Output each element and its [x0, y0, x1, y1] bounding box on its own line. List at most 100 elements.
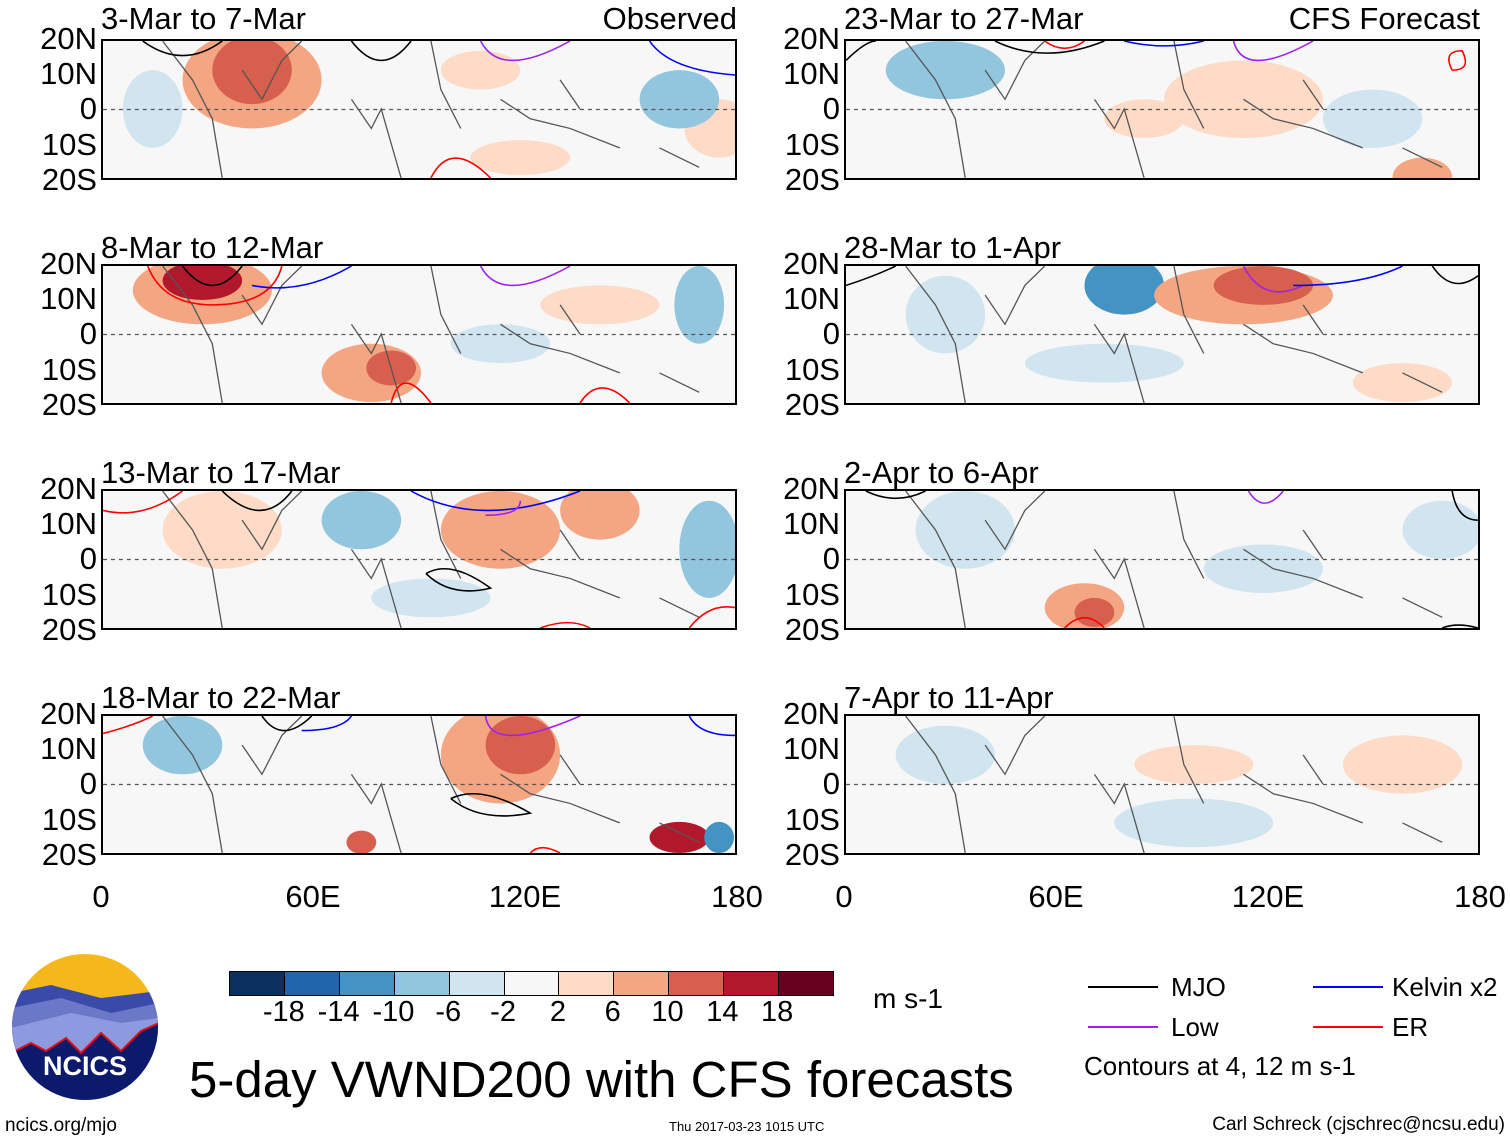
timestamp: Thu 2017-03-23 1015 UTC: [669, 1119, 825, 1134]
legend-line-er: [1313, 1026, 1383, 1028]
anomaly-shading: [212, 41, 292, 105]
y-tick-label: 20N: [783, 21, 840, 56]
y-tick-label: 10N: [783, 506, 840, 541]
source-url[interactable]: ncics.org/mjo: [5, 1115, 117, 1136]
y-tick-label: 20N: [40, 696, 97, 731]
legend-label-kelvin: Kelvin x2: [1392, 972, 1498, 1002]
x-tick-label: 0: [92, 879, 110, 914]
anomaly-shading: [440, 50, 521, 90]
contour-line: [221, 491, 293, 512]
y-tick-label: 0: [822, 316, 840, 351]
colorbar-label: 6: [604, 996, 621, 1028]
observed-label: Observed: [602, 1, 737, 36]
panel-title: 7-Apr to 11-Apr: [844, 680, 1054, 715]
contour-line: [1044, 41, 1085, 50]
contour-line: [484, 716, 581, 737]
y-tick-label: 10N: [40, 281, 97, 316]
panel-title: 3-Mar to 7-Mar: [101, 1, 306, 36]
anomaly-shading: [1084, 266, 1164, 315]
y-tick-label: 0: [822, 766, 840, 801]
y-tick-label: 20S: [784, 837, 840, 872]
anomaly-shading: [674, 266, 725, 344]
contour-line: [1242, 266, 1304, 293]
y-tick-label: 20S: [41, 162, 97, 197]
y-tick-label: 20S: [41, 612, 97, 647]
y-tick-label: 10S: [784, 802, 840, 837]
legend-line-low: [1088, 1026, 1158, 1028]
y-tick-label: 10N: [783, 731, 840, 766]
contour-line: [1448, 49, 1467, 71]
y-tick-label: 20S: [784, 612, 840, 647]
y-tick-label: 10N: [40, 56, 97, 91]
anomaly-shading: [1342, 735, 1463, 794]
anomaly-shading: [895, 725, 996, 785]
anomaly-shading: [649, 821, 710, 853]
contour-line: [479, 41, 571, 62]
contour-line: [1064, 617, 1105, 628]
coastline: [162, 41, 700, 178]
colorbar-label: 2: [549, 996, 566, 1028]
y-tick-label: 10S: [784, 352, 840, 387]
colorbar-swatch: [504, 972, 560, 995]
anomaly-shading: [704, 821, 735, 853]
anomaly-shading: [885, 41, 1005, 100]
y-tick-label: 10S: [784, 127, 840, 162]
contour-line: [1124, 41, 1204, 47]
anomaly-shading: [905, 275, 986, 354]
y-tick-label: 20N: [783, 471, 840, 506]
contour-note: Contours at 4, 12 m s-1: [1084, 1051, 1356, 1081]
coastline: [162, 491, 700, 628]
contour-line: [261, 716, 313, 732]
colorbar-swatch: [669, 972, 725, 995]
legend-line-mjo: [1088, 986, 1158, 988]
anomaly-shading: [1203, 544, 1323, 594]
legend-line-kelvin: [1313, 986, 1383, 988]
map-panel: [844, 714, 1480, 855]
y-tick-label: 20S: [784, 162, 840, 197]
y-tick-label: 10N: [40, 506, 97, 541]
contour-line: [103, 491, 183, 514]
panel-title: 23-Mar to 27-Mar: [844, 1, 1084, 36]
x-tick-label: 60E: [285, 879, 341, 914]
contour-line: [390, 382, 432, 403]
map-panel: [101, 489, 737, 630]
coastline: [905, 716, 1443, 853]
y-tick-label: 0: [822, 541, 840, 576]
anomaly-shading: [1104, 99, 1184, 139]
contour-line: [485, 500, 522, 517]
contour-line: [539, 621, 591, 628]
y-tick-label: 20N: [783, 246, 840, 281]
x-tick-label: 180: [1454, 879, 1506, 914]
anomaly-shading: [679, 500, 735, 598]
colorbar-label: 14: [706, 996, 739, 1028]
legend-label-er: ER: [1392, 1012, 1429, 1042]
coastline: [905, 266, 1443, 403]
contour-line: [529, 846, 561, 853]
y-tick-label: 20N: [40, 246, 97, 281]
map-panel: [101, 714, 737, 855]
panel-title: 2-Apr to 6-Apr: [844, 455, 1039, 490]
contour-line: [430, 157, 492, 178]
contour-line: [688, 716, 735, 737]
map-panel: [844, 39, 1480, 180]
panel-title: 8-Mar to 12-Mar: [101, 230, 324, 265]
colorbar: [229, 971, 834, 996]
anomaly-shading: [560, 491, 640, 540]
anomaly-shading: [470, 140, 571, 176]
coastline: [905, 491, 1443, 628]
y-tick-label: 10N: [783, 56, 840, 91]
contour-line: [846, 266, 897, 287]
anomaly-shading: [1213, 266, 1314, 305]
logo-text: NCICS: [43, 1051, 127, 1081]
colorbar-label: -18: [262, 996, 305, 1028]
y-tick-label: 20S: [41, 837, 97, 872]
y-tick-label: 20N: [40, 471, 97, 506]
colorbar-swatch: [559, 972, 615, 995]
anomaly-shading: [440, 491, 561, 569]
map-panel: [101, 264, 737, 405]
contour-line: [846, 41, 876, 61]
y-tick-label: 10N: [40, 731, 97, 766]
colorbar-label: 10: [651, 996, 684, 1028]
anomaly-shading: [142, 716, 223, 775]
contour-line: [1431, 266, 1478, 285]
